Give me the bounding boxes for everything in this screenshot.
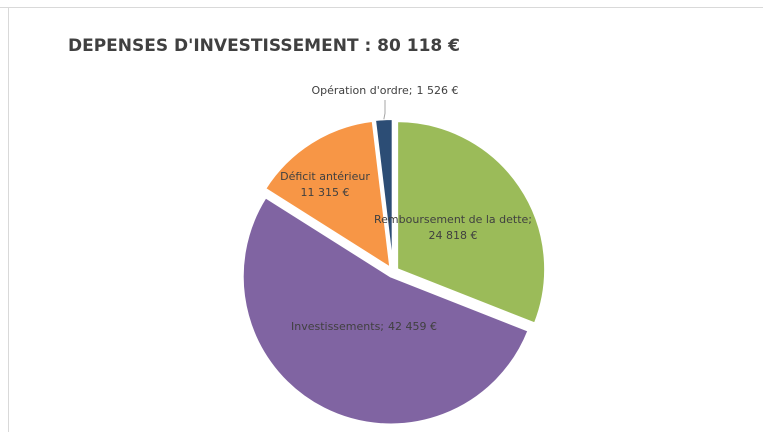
data-label-value: 1 526 € — [417, 84, 459, 97]
data-label-name: Opération d'ordre; — [311, 84, 412, 97]
pie-slice — [263, 119, 392, 270]
chart-title: DEPENSES D'INVESTISSEMENT : 80 118 € — [68, 36, 460, 56]
leader-line — [383, 100, 386, 120]
data-label: Opération d'ordre; 1 526 € — [311, 84, 458, 97]
data-label-name: Déficit antérieur — [280, 170, 370, 183]
data-label-value: 11 315 € — [301, 186, 350, 199]
data-label-value: 24 818 € — [429, 229, 478, 242]
data-label-name: Remboursement de la dette; — [374, 213, 532, 226]
pie-slice — [396, 120, 547, 325]
data-label: Investissements; 42 459 € — [291, 320, 437, 333]
data-label-name: Investissements; — [291, 320, 384, 333]
pie-slice — [241, 195, 530, 426]
data-label-value: 42 459 € — [388, 320, 437, 333]
pie-slice — [373, 118, 394, 268]
